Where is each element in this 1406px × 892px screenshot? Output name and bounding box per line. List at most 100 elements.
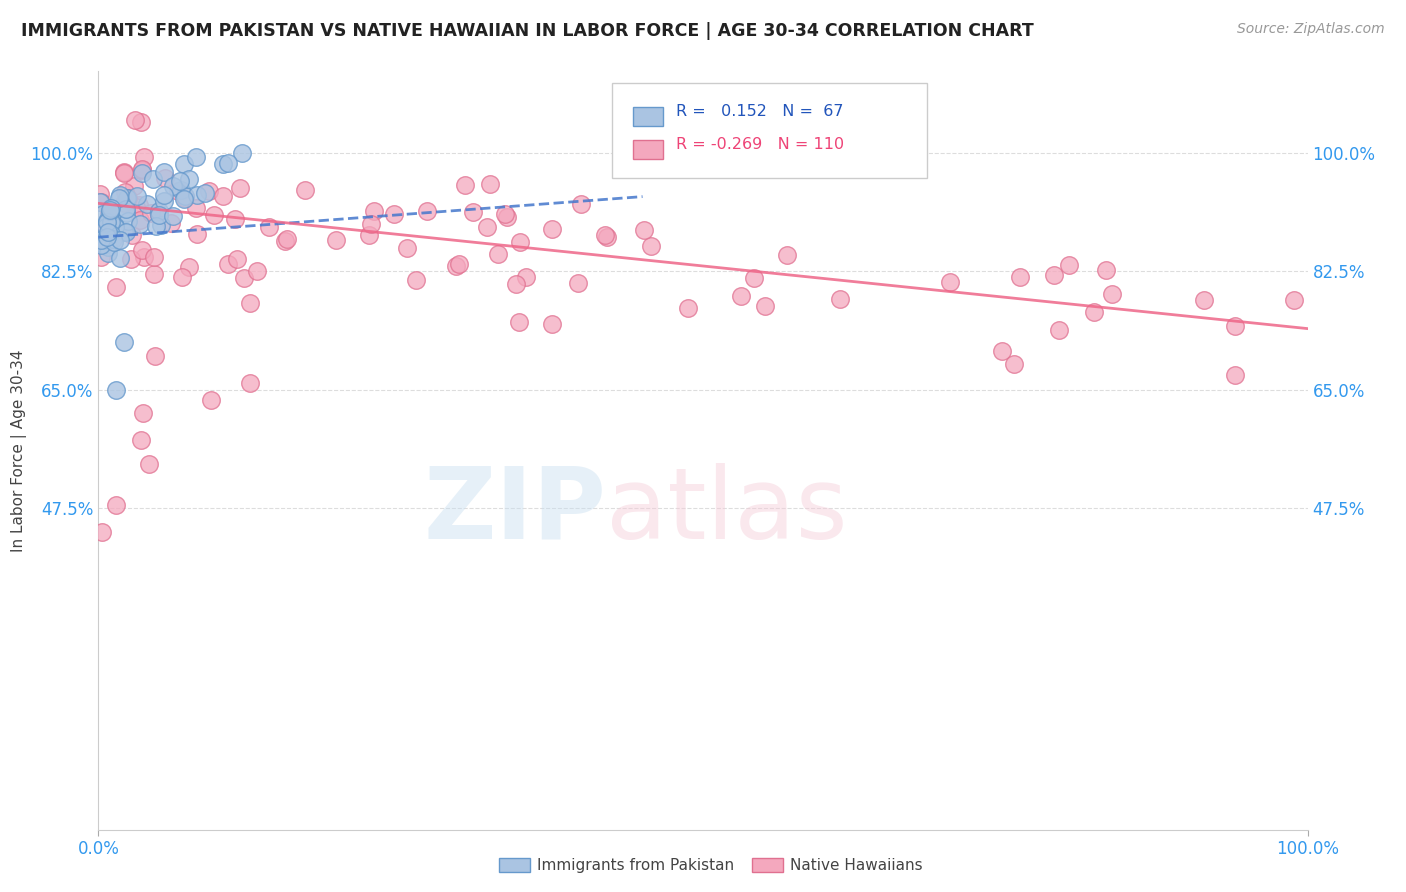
Point [96, 215, 118, 229]
Point [228, 180, 250, 194]
Point [115, 202, 138, 217]
Point [114, 185, 136, 199]
Point [179, 260, 201, 274]
Point [245, 264, 267, 278]
Point [98, 225, 121, 239]
Point [153, 171, 176, 186]
Point [153, 165, 176, 179]
Point [89, 194, 111, 209]
Point [1010, 270, 1032, 285]
Point [1194, 293, 1216, 308]
Point [103, 235, 125, 249]
Point [224, 211, 246, 226]
Point [104, 220, 127, 235]
Point [121, 228, 143, 243]
Point [97, 240, 120, 254]
Point [131, 244, 153, 258]
Point [294, 183, 316, 197]
Point [174, 189, 197, 203]
Point [509, 235, 531, 249]
Point [276, 232, 298, 246]
Point [217, 156, 239, 170]
Point [453, 178, 475, 193]
Point [194, 186, 217, 201]
Point [139, 206, 162, 220]
Point [93, 233, 115, 247]
Point [162, 209, 184, 223]
Point [508, 315, 530, 329]
Point [100, 211, 122, 225]
Point [143, 349, 166, 363]
Point [98, 203, 121, 218]
Point [231, 146, 253, 161]
Point [360, 217, 382, 231]
Point [117, 191, 139, 205]
Point [129, 115, 152, 129]
Point [449, 256, 471, 270]
Point [104, 383, 127, 397]
FancyBboxPatch shape [613, 83, 927, 178]
Point [127, 189, 149, 203]
Point [754, 299, 776, 313]
Point [89, 187, 111, 202]
Point [112, 165, 135, 179]
Point [232, 271, 254, 285]
Point [567, 276, 589, 290]
Text: Native Hawaiians: Native Hawaiians [790, 858, 922, 872]
Point [1047, 323, 1070, 337]
Point [93, 238, 115, 252]
Point [96, 230, 118, 244]
Point [169, 174, 191, 188]
Point [132, 406, 155, 420]
Point [91, 231, 114, 245]
Point [593, 228, 616, 243]
Point [1223, 319, 1246, 334]
Point [143, 250, 166, 264]
Point [938, 275, 960, 289]
Point [730, 289, 752, 303]
Text: Source: ZipAtlas.com: Source: ZipAtlas.com [1237, 22, 1385, 37]
Point [211, 156, 233, 170]
Point [124, 179, 146, 194]
Point [200, 392, 222, 407]
Point [184, 150, 207, 164]
Point [217, 257, 239, 271]
Point [112, 196, 135, 211]
Point [134, 251, 156, 265]
Point [136, 196, 159, 211]
Point [463, 204, 485, 219]
Point [90, 233, 112, 247]
Point [152, 194, 174, 209]
Point [100, 215, 122, 229]
Point [112, 166, 135, 180]
Point [239, 376, 262, 390]
Point [477, 220, 499, 235]
Point [108, 191, 131, 205]
Point [202, 208, 225, 222]
Point [108, 233, 131, 247]
Point [416, 204, 439, 219]
Point [100, 205, 122, 219]
Point [100, 201, 122, 215]
Point [828, 292, 851, 306]
Point [89, 238, 111, 252]
Point [104, 219, 127, 233]
Point [226, 252, 249, 266]
Point [515, 270, 537, 285]
Point [1101, 287, 1123, 301]
Point [98, 209, 121, 223]
Point [117, 213, 139, 227]
Point [1043, 268, 1066, 283]
Point [173, 157, 195, 171]
Point [153, 188, 176, 202]
Point [148, 208, 170, 222]
Point [1223, 368, 1246, 382]
Point [131, 161, 153, 176]
Point [97, 207, 120, 221]
Point [115, 206, 138, 220]
Point [131, 163, 153, 178]
Point [115, 191, 138, 205]
Point [1057, 258, 1080, 272]
Point [170, 183, 193, 197]
Point [325, 233, 347, 247]
